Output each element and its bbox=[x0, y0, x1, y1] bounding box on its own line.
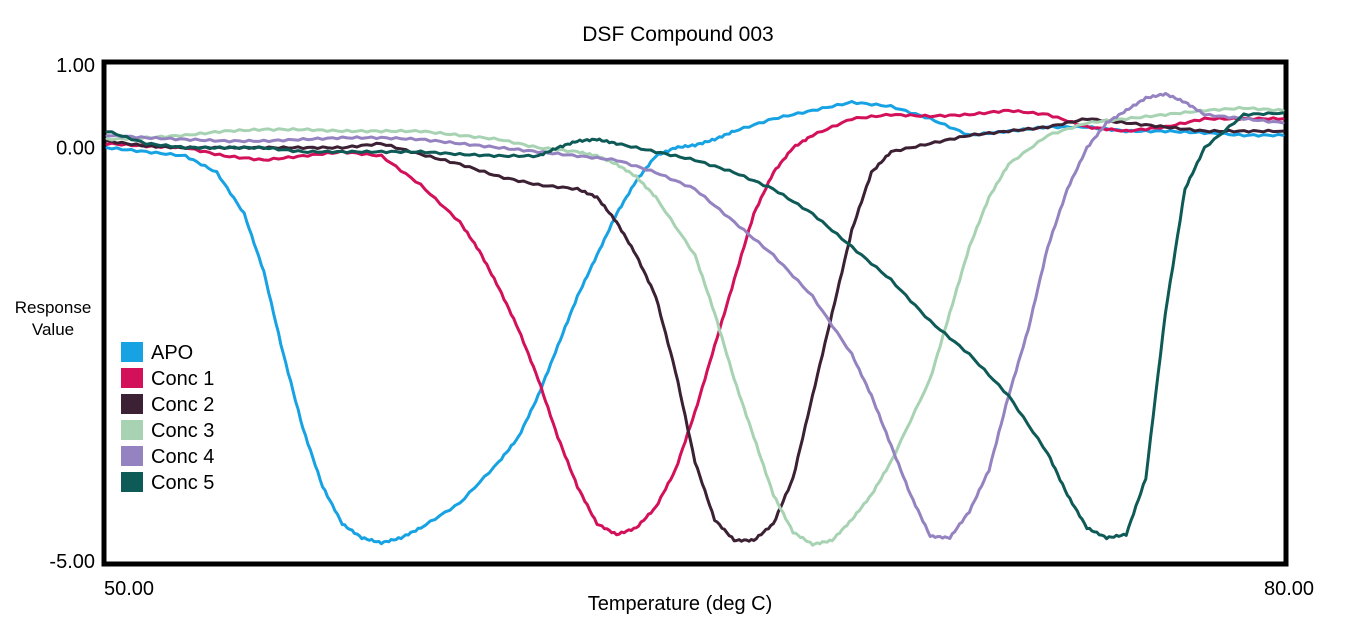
y-axis-ticks: 1.00 0.00 -5.00 bbox=[49, 55, 95, 573]
y-tick-label: 0.00 bbox=[56, 138, 95, 160]
legend-swatch bbox=[121, 420, 143, 440]
legend-swatch bbox=[121, 472, 143, 492]
series-lines bbox=[105, 92, 1285, 547]
legend-swatch bbox=[121, 394, 143, 414]
y-tick-label: 1.00 bbox=[56, 55, 95, 77]
x-tick-label: 50.00 bbox=[104, 578, 154, 600]
series-line-conc-1 bbox=[105, 108, 1285, 537]
series-line-conc-4 bbox=[105, 92, 1285, 540]
plot-frame bbox=[101, 59, 1289, 567]
legend-swatch bbox=[121, 368, 143, 388]
legend-label: Conc 3 bbox=[151, 420, 214, 442]
legend-label: Conc 2 bbox=[151, 394, 214, 416]
legend-swatch bbox=[121, 446, 143, 466]
x-axis-label: Temperature (deg C) bbox=[588, 593, 773, 615]
series-line-conc-2 bbox=[105, 117, 1285, 543]
y-tick-label: -5.00 bbox=[49, 551, 95, 573]
legend-label: Conc 1 bbox=[151, 368, 214, 390]
legend-label: Conc 4 bbox=[151, 446, 214, 468]
legend-label: Conc 5 bbox=[151, 472, 214, 494]
series-line-apo bbox=[105, 100, 1285, 546]
y-axis-label: Response Value bbox=[15, 298, 92, 339]
x-tick-label: 80.00 bbox=[1264, 578, 1314, 600]
legend-swatch bbox=[121, 342, 143, 362]
x-axis-ticks: 50.00 80.00 bbox=[104, 578, 1314, 600]
chart-title: DSF Compound 003 bbox=[582, 23, 773, 46]
series-line-conc-3 bbox=[105, 105, 1285, 547]
legend-label: APO bbox=[151, 342, 193, 364]
series-line-conc-5 bbox=[105, 111, 1285, 541]
y-axis-label-line: Value bbox=[32, 320, 74, 339]
y-axis-label-line: Response bbox=[15, 298, 92, 317]
legend: APO Conc 1 Conc 2 Conc 3 Conc 4 Conc 5 bbox=[121, 342, 214, 494]
